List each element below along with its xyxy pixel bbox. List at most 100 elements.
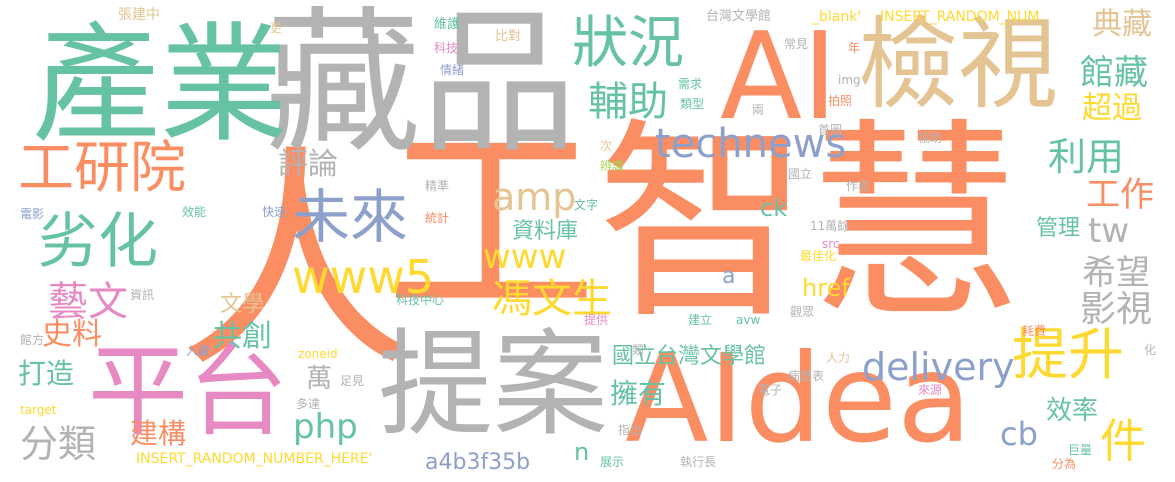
word: 化	[1144, 343, 1157, 357]
word: 快速	[262, 205, 287, 219]
word: 館藏	[1080, 53, 1148, 93]
word: 科技中心	[396, 293, 445, 307]
word: 馮文生	[492, 276, 612, 322]
word: AIdea	[625, 328, 972, 470]
word: 首圖	[818, 123, 843, 137]
word: php	[293, 407, 358, 447]
word: src	[822, 237, 840, 251]
word: img	[838, 73, 861, 87]
word: INSERT_RANDOM_NUMBER_HERE'	[136, 451, 373, 467]
word: cb	[1000, 415, 1038, 453]
word: 影視	[1080, 289, 1153, 330]
word: 管理	[1036, 216, 1081, 241]
word: INSERT_RANDOM_NUM	[880, 9, 1040, 25]
word: 作者	[846, 179, 871, 193]
word: 文字	[574, 198, 599, 212]
word: 最佳化	[800, 249, 837, 263]
word: www5	[292, 250, 435, 304]
word: 狀況	[572, 11, 684, 76]
word: 人力	[826, 351, 851, 365]
word: 劣化	[38, 207, 158, 277]
word: 藝文	[48, 279, 128, 325]
word: 更	[270, 21, 283, 35]
word: 觀眾	[790, 305, 815, 319]
word: 藏品	[265, 0, 577, 174]
word: 維護	[434, 17, 461, 32]
word: tw	[1088, 211, 1130, 251]
word: 國立台灣文學館	[612, 344, 767, 369]
word: 產業	[32, 11, 289, 160]
word: 分類	[20, 422, 97, 466]
word: 國立	[788, 167, 813, 181]
word: 精準	[425, 179, 450, 193]
word: www	[483, 237, 567, 277]
word: 共創	[212, 319, 272, 354]
word: 分為	[1052, 457, 1077, 471]
word: 建構	[130, 417, 187, 450]
word: 展示	[600, 455, 625, 469]
word: 工智慧	[385, 100, 1021, 347]
word: n	[574, 438, 590, 466]
word: 件	[1100, 414, 1146, 468]
word: 台灣文學館	[706, 9, 772, 24]
word: 文學	[220, 292, 265, 317]
word: 評論	[278, 147, 338, 182]
word: 檢視	[858, 6, 1058, 123]
word: a	[722, 264, 736, 289]
word: 統計	[425, 211, 450, 225]
word: 輔助	[588, 79, 668, 125]
word: 執行長	[680, 455, 717, 469]
word: 耗費	[1022, 324, 1047, 338]
word: ck	[760, 194, 788, 222]
word: 巨量	[1068, 443, 1093, 457]
word: 提升	[1012, 323, 1124, 388]
word: href	[802, 274, 850, 302]
word: 利用	[1048, 135, 1125, 179]
word: 年	[848, 41, 861, 55]
word: 病歷表	[788, 369, 825, 383]
word: _blank'	[812, 9, 862, 25]
word: 希望	[1082, 253, 1150, 293]
word: 協助	[918, 131, 943, 145]
word: delivery	[862, 345, 1015, 389]
word: 史料	[42, 317, 102, 352]
word: 11萬餘	[810, 219, 850, 233]
word: 類	[632, 343, 645, 357]
word: 拍照	[828, 94, 853, 108]
word: a4b3f35b	[425, 450, 531, 475]
word: 資料庫	[512, 219, 579, 244]
word: technews	[655, 121, 847, 167]
word: 張建中	[118, 7, 160, 23]
word: 人	[178, 125, 415, 400]
word: 比對	[495, 29, 522, 44]
word: 多達	[296, 397, 321, 411]
word: 平台	[88, 333, 288, 450]
word: 工作	[1086, 175, 1154, 215]
word: 萬	[306, 364, 333, 394]
word: amp	[492, 175, 577, 219]
word: 未來	[292, 183, 409, 251]
word: 建立	[688, 313, 713, 327]
word: zoneid	[298, 347, 338, 361]
word: 指出	[618, 423, 643, 437]
word: 來源	[918, 383, 943, 397]
word: avw	[736, 313, 761, 327]
word: 入藏	[186, 344, 211, 358]
word: 科技	[434, 41, 459, 55]
word: 提供	[584, 313, 609, 327]
word: 館方	[20, 333, 45, 347]
word: AI	[720, 8, 838, 147]
word: 工研院	[18, 136, 186, 201]
word: 電子	[758, 383, 783, 397]
word: 超過	[1082, 91, 1142, 126]
word: 兩	[752, 103, 765, 117]
word: 典藏	[1092, 7, 1152, 42]
word: 提案	[378, 318, 609, 452]
word: 擁有	[610, 377, 667, 410]
word: 效率	[1046, 396, 1099, 426]
word: 情緒	[440, 63, 465, 77]
word: 常見	[784, 37, 809, 51]
word: target	[20, 403, 57, 417]
word: 辨識	[600, 159, 625, 173]
